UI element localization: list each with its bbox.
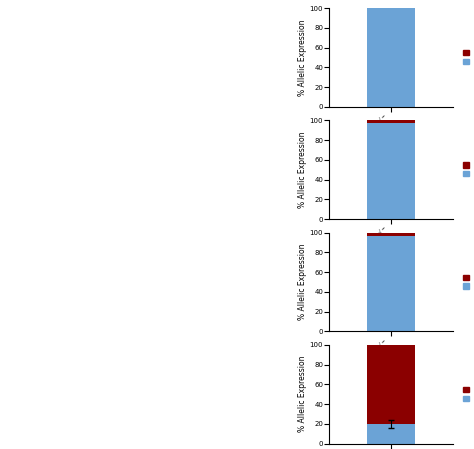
Y-axis label: % Allelic Expression: % Allelic Expression bbox=[298, 132, 307, 208]
Bar bbox=[367, 8, 415, 107]
Y-axis label: % Allelic Expression: % Allelic Expression bbox=[298, 19, 307, 96]
Bar bbox=[367, 345, 415, 424]
Legend: Biallelic, Monallelic: Biallelic, Monallelic bbox=[462, 49, 474, 66]
Legend: Biallelic, Monallelic: Biallelic, Monallelic bbox=[462, 274, 474, 290]
Legend: Biallelic, Monoallelic: Biallelic, Monoallelic bbox=[462, 162, 474, 178]
Y-axis label: % Allelic Expression: % Allelic Expression bbox=[298, 356, 307, 432]
Bar bbox=[367, 233, 415, 236]
Bar bbox=[367, 123, 415, 219]
Legend: Biallelic, Monallelic: Biallelic, Monallelic bbox=[462, 386, 474, 402]
Bar bbox=[367, 120, 415, 123]
Y-axis label: % Allelic Expression: % Allelic Expression bbox=[298, 244, 307, 320]
Bar bbox=[367, 424, 415, 444]
Bar bbox=[367, 236, 415, 331]
